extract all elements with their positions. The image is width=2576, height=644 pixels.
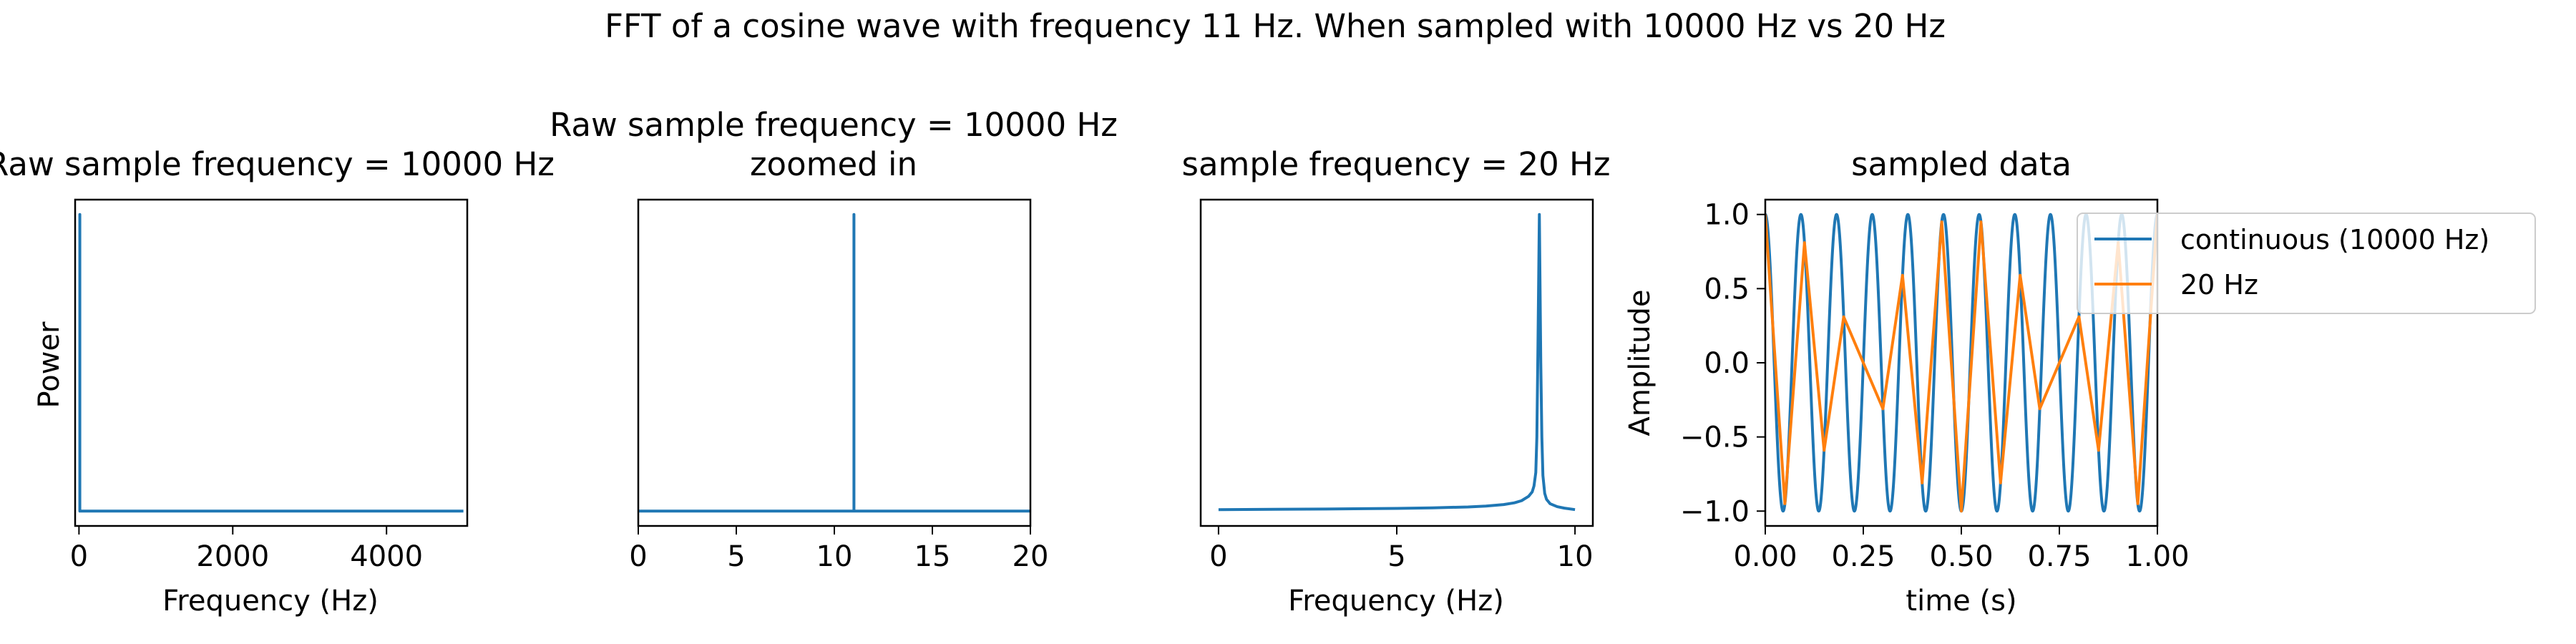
panel-raw-fft-title: Raw sample frequency = 10000 Hz xyxy=(0,145,555,183)
panel-raw-fft-zoomed-xtick-label: 15 xyxy=(914,540,951,573)
panel-sampled-data-xtick-label: 0.75 xyxy=(2027,540,2091,573)
figure-suptitle: FFT of a cosine wave with frequency 11 H… xyxy=(605,7,1946,45)
panel-sampled-data-xtick-label: 0.50 xyxy=(1929,540,1993,573)
panel-sampled-fft: sample frequency = 20 Hz Frequency (Hz) … xyxy=(1182,145,1611,618)
panel-sampled-data-ytick-label: 0.5 xyxy=(1704,273,1750,306)
legend-label-20hz: 20 Hz xyxy=(2180,269,2258,301)
panel-raw-fft-zoomed-xtick-label: 0 xyxy=(629,540,647,573)
panel-sampled-fft-xtick-label: 10 xyxy=(1557,540,1594,573)
panel-sampled-fft-xtick-label: 5 xyxy=(1387,540,1405,573)
panel-raw-fft-zoomed-series-blue xyxy=(638,213,1030,513)
panel-raw-fft-axes-frame xyxy=(74,198,469,527)
legend: continuous (10000 Hz) 20 Hz xyxy=(2077,213,2536,314)
panel-raw-fft-zoomed-xtick-label: 10 xyxy=(816,540,853,573)
panel-sampled-data-xlabel: time (s) xyxy=(1906,585,2016,618)
panel-sampled-data-ytick-label: −0.5 xyxy=(1680,421,1750,454)
panel-sampled-fft-xlabel: Frequency (Hz) xyxy=(1288,585,1504,618)
panel-sampled-data-xtick-label: 1.00 xyxy=(2125,540,2189,573)
panel-sampled-data-ytick-label: −1.0 xyxy=(1680,495,1750,528)
panel-sampled-fft-series-blue xyxy=(1218,213,1576,512)
panel-sampled-data: sampled data Amplitude time (s) 0.00 0.25… xyxy=(1624,145,2536,618)
panel-raw-fft-xtick-label: 4000 xyxy=(350,540,423,573)
legend-box xyxy=(2077,213,2536,314)
panel-raw-fft-series-blue xyxy=(78,213,464,513)
panel-raw-fft-zoomed: Raw sample frequency = 10000 Hz zoomed i… xyxy=(550,106,1118,573)
panel-raw-fft-xlabel: Frequency (Hz) xyxy=(162,585,379,618)
panel-raw-fft-zoomed-title-line2: zoomed in xyxy=(750,145,917,183)
panel-sampled-data-ylabel: Amplitude xyxy=(1624,290,1657,436)
panel-sampled-data-title: sampled data xyxy=(1851,145,2072,183)
panel-raw-fft-zoomed-xtick-label: 20 xyxy=(1013,540,1049,573)
panel-raw-fft-xtick-label: 2000 xyxy=(196,540,269,573)
panel-raw-fft-ylabel: Power xyxy=(33,321,66,408)
legend-label-continuous: continuous (10000 Hz) xyxy=(2180,224,2489,255)
panel-sampled-fft-xtick-label: 0 xyxy=(1209,540,1227,573)
panel-raw-fft-zoomed-xtick-label: 5 xyxy=(727,540,745,573)
panel-sampled-data-ytick-label: 0.0 xyxy=(1704,347,1750,380)
panel-raw-fft: Raw sample frequency = 10000 Hz Power Fr… xyxy=(0,145,555,618)
panel-raw-fft-xtick-label: 0 xyxy=(70,540,88,573)
panel-sampled-data-ytick-label: 1.0 xyxy=(1704,199,1750,232)
panel-sampled-data-series-orange xyxy=(1765,214,2157,513)
panel-sampled-data-xtick-label: 0.25 xyxy=(1831,540,1895,573)
panel-sampled-data-xtick-label: 0.00 xyxy=(1733,540,1797,573)
panel-sampled-fft-title: sample frequency = 20 Hz xyxy=(1182,145,1611,183)
panel-raw-fft-zoomed-title-line1: Raw sample frequency = 10000 Hz xyxy=(550,106,1118,144)
